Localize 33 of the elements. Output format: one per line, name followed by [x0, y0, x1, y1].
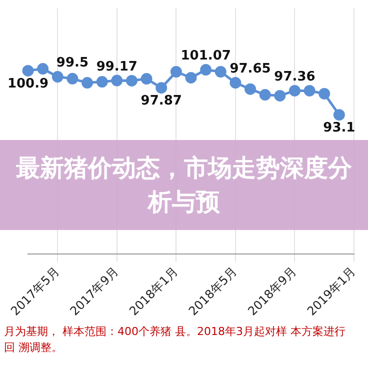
data-label: 97.87: [140, 94, 182, 109]
point: [200, 64, 212, 76]
point: [230, 77, 242, 89]
data-label: 97.36: [274, 70, 316, 85]
data-label: 101.07: [180, 48, 231, 64]
data-label: 99.5: [56, 56, 88, 71]
text: 月为基期， 样本范围：400个养猪 县。2018年3月起对样 本方案进行: [4, 324, 346, 340]
point: [82, 77, 94, 89]
point: [333, 109, 345, 121]
text: 回 溯调整。: [4, 340, 64, 356]
point: [140, 73, 152, 85]
data-label: 100.9: [7, 76, 49, 92]
point: [185, 72, 197, 84]
point: [126, 74, 138, 86]
point: [52, 71, 64, 83]
point: [37, 63, 49, 75]
point: [111, 74, 123, 86]
data-label: 99.17: [96, 59, 138, 74]
point: [288, 84, 300, 96]
data-label: 97.65: [230, 62, 271, 77]
point: [214, 66, 226, 78]
point: [318, 88, 330, 100]
point: [304, 84, 316, 96]
point: [66, 72, 78, 84]
point: [170, 66, 182, 78]
point: [259, 89, 271, 101]
point: [274, 90, 286, 102]
data-label: 93.1: [323, 120, 356, 136]
text: 最新猪价动态，市场走势深度分析与预: [0, 140, 368, 230]
point: [244, 83, 256, 95]
point: [96, 76, 108, 88]
point: [156, 82, 168, 94]
point: [22, 64, 34, 76]
